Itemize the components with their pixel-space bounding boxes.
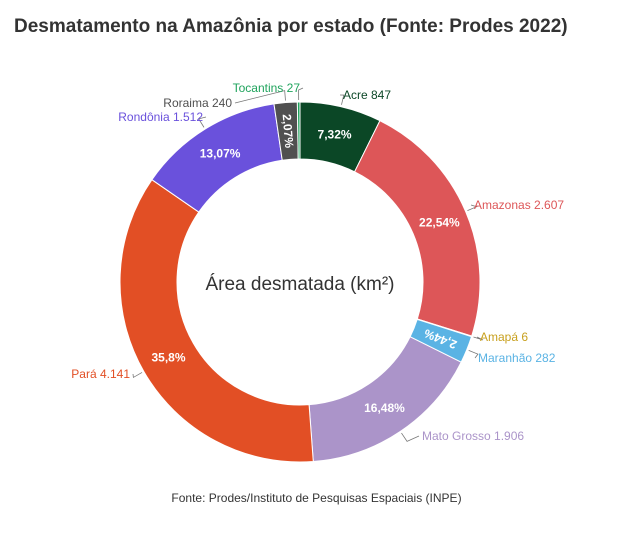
slice-label-rondonia: Rondônia 1.512 — [118, 110, 203, 124]
percent-label-amazonas: 22,54% — [419, 216, 460, 230]
chart-title: Desmatamento na Amazônia por estado (Fon… — [14, 16, 568, 37]
slice-label-acre: Acre 847 — [343, 88, 391, 102]
percent-label-rondonia: 13,07% — [200, 146, 241, 160]
leader-line-amazonas — [467, 204, 478, 212]
leader-line-mato-grosso — [401, 432, 420, 442]
slice-label-roraima: Roraima 240 — [163, 96, 232, 110]
center-label: Área desmatada (km²) — [205, 274, 394, 295]
slice-label-mato-grosso: Mato Grosso 1.906 — [422, 429, 524, 443]
percent-label-acre: 7,32% — [318, 127, 352, 141]
percent-label-mato-grosso: 16,48% — [364, 401, 405, 415]
slice-tocantins[interactable] — [296, 101, 301, 160]
slice-label-tocantins: Tocantins 27 — [233, 81, 301, 95]
leader-line-rondonia — [198, 116, 207, 128]
percent-label-para: 35,8% — [152, 350, 186, 364]
leader-line-para — [132, 372, 143, 379]
slice-label-amapa: Amapá 6 — [480, 330, 528, 344]
leader-line-maranhao — [468, 349, 479, 359]
slice-para[interactable] — [119, 178, 314, 463]
leader-line-tocantins — [298, 87, 304, 101]
slice-label-para: Pará 4.141 — [71, 367, 130, 381]
source-note: Fonte: Prodes/Instituto de Pesquisas Esp… — [171, 491, 462, 505]
slice-label-maranhao: Maranhão 282 — [478, 351, 556, 365]
percent-label-roraima: 2,07% — [280, 113, 297, 148]
leader-line-acre — [339, 94, 345, 105]
leader-line-roraima — [234, 90, 286, 104]
slice-label-amazonas: Amazonas 2.607 — [474, 198, 564, 212]
leader-line-amapa — [473, 336, 484, 341]
slice-amazonas[interactable] — [353, 120, 481, 337]
